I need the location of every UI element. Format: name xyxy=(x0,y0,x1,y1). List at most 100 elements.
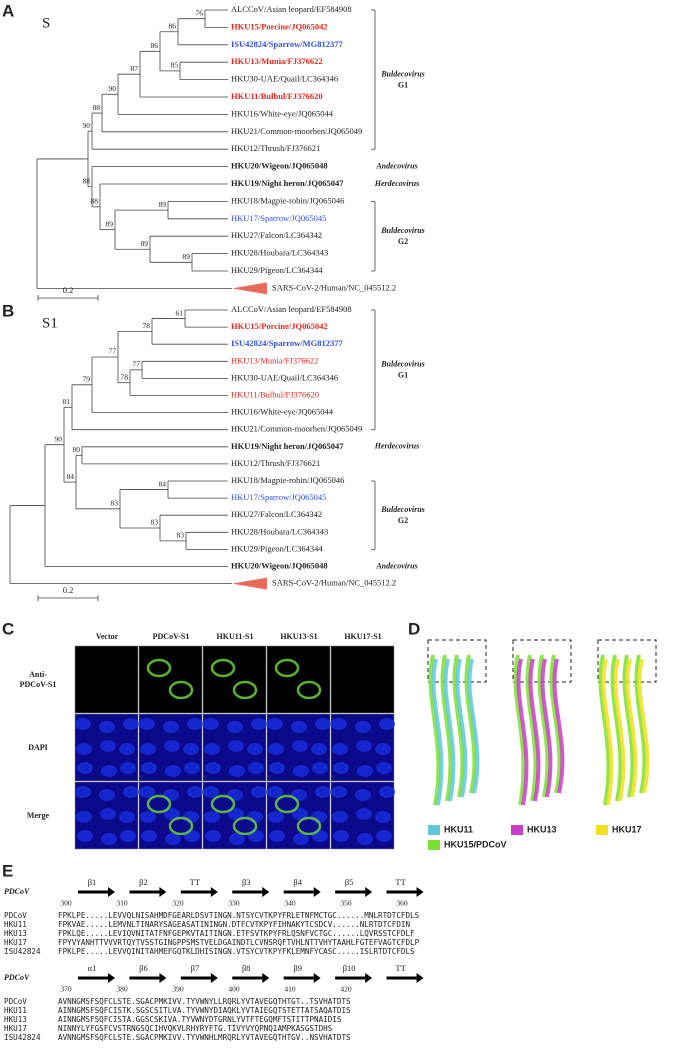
cell-signal xyxy=(296,816,322,836)
panel-letter: D xyxy=(408,619,420,638)
legend-swatch xyxy=(428,840,440,850)
sequence: NINNYLYFGSFCVSTRNGSQCIHVQKVLRHYRYFTG.TIV… xyxy=(58,1024,333,1033)
leaf-label: HKU20/Wigeon/JQ065048 xyxy=(231,161,328,171)
ribbon xyxy=(613,658,626,802)
column-header: HKU13-S1 xyxy=(280,632,317,641)
bootstrap-value: 89 xyxy=(183,252,191,261)
nucleus xyxy=(293,765,309,777)
nucleus xyxy=(333,830,349,842)
legend-label: HKU15/PDCoV xyxy=(444,839,507,849)
arrow-head xyxy=(365,973,373,983)
nucleus xyxy=(123,786,139,798)
bootstrap-value: 90 xyxy=(55,434,63,443)
ribbon xyxy=(440,654,453,802)
clade-name: Buldecovirus xyxy=(380,69,425,78)
ribbon xyxy=(549,654,562,794)
sequence-name: ISU42824 xyxy=(4,947,41,956)
ribbon xyxy=(540,658,553,798)
bootstrap-value: 84 xyxy=(159,479,167,488)
leaf-label: HKU11/Bulbul/FJ376620 xyxy=(231,91,323,101)
nucleus xyxy=(119,811,135,823)
leaf-label: HKU29/Pigeon/LC364344 xyxy=(231,543,323,553)
leaf-label: ISU42824/Sparrow/MG812377 xyxy=(231,338,344,348)
nucleus xyxy=(379,786,395,798)
nucleus xyxy=(123,718,139,730)
ribbon xyxy=(622,654,635,798)
clade-group: G2 xyxy=(398,237,408,246)
ribbon xyxy=(637,658,650,794)
nucleus xyxy=(311,743,327,755)
structure-element: β1 xyxy=(88,877,97,887)
bootstrap-value: 89 xyxy=(159,200,167,209)
bootstrap-value: 88 xyxy=(93,103,101,112)
clade-group: G1 xyxy=(398,80,408,89)
nucleus xyxy=(141,762,157,774)
nucleus xyxy=(228,740,244,752)
nucleus xyxy=(376,762,392,774)
leaf-label: HKU17/Sparrow/JQ065045 xyxy=(231,492,326,502)
bootstrap-value: 84 xyxy=(67,472,75,481)
ribbon xyxy=(625,658,638,798)
nucleus xyxy=(77,830,93,842)
micrograph xyxy=(202,645,267,714)
nucleus xyxy=(140,811,156,823)
leaf-label: HKU27/Falcon/LC364342 xyxy=(231,230,322,240)
ribbon xyxy=(516,658,529,806)
sequence-name: HKU13 xyxy=(4,929,27,938)
cell-signal xyxy=(274,658,300,678)
clade-name: Andecovirus xyxy=(375,561,417,570)
position-number: 410 xyxy=(284,985,296,994)
leaf-label: HKU27/Falcon/LC364342 xyxy=(231,509,322,519)
bootstrap-value: 85 xyxy=(171,61,179,70)
nucleus xyxy=(139,718,155,730)
reference-name: PDCoV xyxy=(4,887,30,896)
ribbon xyxy=(443,658,456,802)
nucleus xyxy=(355,789,371,801)
nucleus xyxy=(251,786,267,798)
nucleus xyxy=(140,743,156,755)
structure-element: β8 xyxy=(242,963,251,973)
nucleus xyxy=(267,786,283,798)
nucleus xyxy=(331,718,347,730)
nucleus xyxy=(376,830,392,842)
cell-signal xyxy=(210,794,236,814)
sequence-name: HKU17 xyxy=(4,1024,27,1033)
arrow-head xyxy=(313,887,321,897)
leaf-label: HKU30-UAE/Quail/LC364346 xyxy=(231,74,338,84)
structure-element: β4 xyxy=(293,877,302,887)
nucleus xyxy=(203,786,219,798)
bootstrap-value: 76 xyxy=(196,8,204,17)
reference-name: PDCoV xyxy=(4,973,30,982)
ribbon xyxy=(601,658,614,806)
nucleus xyxy=(120,762,136,774)
ribbon xyxy=(467,658,480,794)
nucleus xyxy=(227,789,243,801)
leaf-label: HKU11/Bulbul/FJ376620 xyxy=(231,389,319,399)
sequence-name: ISU42824 xyxy=(4,1033,41,1042)
nucleus xyxy=(315,718,331,730)
legend-swatch xyxy=(428,825,440,835)
arrow-head xyxy=(108,973,115,983)
leaf-label: HKU29/Pigeon/LC364344 xyxy=(231,265,323,275)
column-header: HKU11-S1 xyxy=(217,632,254,641)
nucleus xyxy=(229,765,245,777)
leaf-label: HKU18/Magpie-robin/JQ065046 xyxy=(231,475,344,485)
nucleus xyxy=(357,833,373,845)
nucleus xyxy=(228,808,244,820)
position-number: 390 xyxy=(172,985,184,994)
structure-element: β9 xyxy=(293,963,302,973)
structure-element: β6 xyxy=(139,963,148,973)
clade-name: Herdecovirus xyxy=(374,179,419,188)
nucleus xyxy=(183,743,199,755)
position-number: 300 xyxy=(60,899,72,908)
nucleus xyxy=(120,830,136,842)
nucleus xyxy=(312,762,328,774)
bootstrap-value: 83 xyxy=(111,499,119,508)
leaf-label: ISU42824/Sparrow/MG812377 xyxy=(231,39,344,49)
bootstrap-value: 79 xyxy=(83,375,91,384)
ribbon xyxy=(537,654,550,798)
tree-title: S1 xyxy=(42,315,58,331)
collapsed-clade xyxy=(232,577,267,590)
nucleus xyxy=(379,718,395,730)
leaf-label: HKU28/Houbara/LC364343 xyxy=(231,248,328,258)
